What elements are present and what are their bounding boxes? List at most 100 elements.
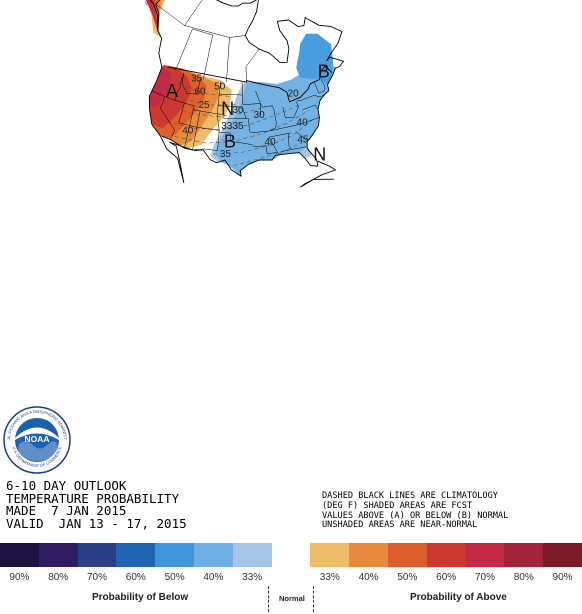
note-line-1: DASHED BLACK LINES ARE CLIMATOLOGY — [322, 491, 498, 501]
state-line-13 — [282, 101, 299, 118]
legend-color-bar — [0, 543, 582, 567]
state-line-21 — [175, 28, 193, 71]
region-label-central-normal: N — [221, 99, 234, 119]
contour-label: 50 — [214, 82, 226, 93]
region-label-west-above: A — [166, 81, 178, 101]
contour-line-5 — [162, 102, 265, 118]
contour-label: 40 — [297, 118, 309, 129]
state-line-7 — [203, 81, 221, 151]
legend-tick: 70% — [474, 572, 495, 583]
region-label-florida-normal: N — [313, 145, 326, 165]
legend-swatch-13 — [504, 543, 544, 567]
title-line-3: MADE 7 JAN 2015 — [6, 503, 127, 518]
state-line-18 — [295, 131, 308, 143]
state-line-9 — [218, 105, 247, 119]
contour-label: 35 — [191, 74, 203, 85]
contour-label: 35 — [220, 149, 232, 160]
legend-tick: 70% — [86, 572, 107, 583]
contour-label: 70 — [143, 0, 155, 2]
west-above-70 — [149, 66, 172, 108]
legend-swatch-3 — [116, 543, 156, 567]
state-line-2 — [181, 73, 201, 95]
legend-swatch-10 — [387, 543, 427, 567]
legend-tick: 40% — [358, 572, 379, 583]
contour-label: 60 — [194, 87, 206, 98]
note-line-3: VALUES ABOVE (A) OR BELOW (B) NORMAL — [322, 510, 509, 521]
state-line-25 — [155, 3, 230, 38]
title-line-2: TEMPERATURE PROBABILITY — [6, 490, 180, 506]
state-line-15 — [302, 104, 319, 110]
map-notes: DASHED BLACK LINES ARE CLIMATOLOGY (DEG … — [322, 491, 509, 531]
region-label-northeast-below: B — [318, 61, 330, 81]
outlook-map: AANBBN3340506070356050254030333530352045… — [143, 0, 344, 188]
legend-swatch-11 — [426, 543, 466, 567]
border-line-2 — [167, 65, 333, 103]
contour-line-7 — [174, 110, 309, 144]
state-line-19 — [291, 146, 307, 150]
alaska-above-33 — [147, 0, 166, 39]
title-line-4: VALID JAN 13 - 17, 2015 — [6, 515, 187, 531]
northeast-below-50 — [296, 33, 334, 85]
legend-tick: 50% — [164, 572, 185, 583]
contour-label: 25 — [199, 100, 211, 111]
alaska-above-40 — [148, 0, 163, 30]
contour-label: 33 — [221, 121, 233, 132]
state-line-27 — [192, 28, 213, 36]
legend-tick: 80% — [48, 572, 69, 583]
legend-separator-right — [313, 586, 314, 612]
legend-swatch-2 — [77, 543, 117, 567]
legend-normal-label: Normal — [279, 594, 305, 603]
legend-swatch-9 — [349, 543, 388, 567]
contour-label: 30 — [254, 110, 266, 121]
state-line-26 — [184, 0, 203, 26]
legend-swatch-6 — [232, 543, 272, 567]
legend-tick: 33% — [319, 572, 340, 583]
contour-label: 20 — [288, 89, 300, 100]
state-borders — [151, 0, 326, 155]
state-line-14 — [296, 93, 326, 103]
state-line-24 — [245, 48, 260, 83]
noaa-logo: NOAA NATIONAL OCEANIC AND ATMOSPHERIC AD… — [2, 405, 71, 474]
east-below-40 — [215, 60, 336, 177]
legend-swatch-12 — [465, 543, 505, 567]
border-line-4 — [300, 160, 336, 188]
legend-swatch-14 — [543, 543, 582, 567]
legend-tick: 40% — [203, 572, 224, 583]
legend-swatch-7 — [271, 543, 311, 567]
contour-label: 40 — [182, 126, 194, 137]
legend-tick: 60% — [125, 572, 146, 583]
contour-label: 45 — [297, 134, 309, 145]
border-line-1 — [155, 0, 161, 31]
legend-swatch-1 — [38, 543, 78, 567]
legend-separator-left — [268, 586, 269, 612]
state-line-5 — [184, 109, 194, 149]
region-label-south-below: B — [224, 131, 236, 151]
title-line-1: 6-10 DAY OUTLOOK — [6, 478, 127, 493]
legend-swatch-4 — [155, 543, 194, 567]
note-line-4: UNSHADED AREAS ARE NEAR-NORMAL — [322, 520, 478, 531]
legend-swatch-8 — [310, 543, 350, 567]
state-line-4 — [178, 103, 278, 155]
contour-label: 40 — [265, 137, 277, 148]
legend-below-label: Probability of Below — [92, 592, 189, 603]
state-line-11 — [255, 90, 261, 116]
legend-above-label: Probability of Above — [410, 592, 507, 603]
legend-tick: 50% — [397, 572, 418, 583]
legend-tick: 90% — [552, 572, 573, 583]
legend-tick: 33% — [242, 572, 263, 583]
outlook-title: 6-10 DAY OUTLOOK TEMPERATURE PROBABILITY… — [6, 478, 187, 531]
map-labels: AANBBN3340506070356050254030333530352045… — [143, 0, 330, 165]
legend-tick: 60% — [436, 572, 457, 583]
state-line-23 — [226, 35, 246, 83]
legend-tick: 80% — [513, 572, 534, 583]
state-line-22 — [203, 35, 213, 79]
state-line-20 — [314, 78, 326, 94]
legend-ticks: 90% 80% 70% 60% 50% 40% 33% 33% 40% 50% 60% 70% 80% 9… — [0, 572, 582, 586]
contour-line-6 — [167, 104, 300, 130]
noaa-logo-text: NOAA — [24, 434, 49, 444]
note-line-2: (DEG F) SHADED AREAS ARE FCST — [322, 500, 473, 511]
contour-line-4 — [164, 87, 239, 106]
state-line-1 — [160, 96, 175, 140]
contour-label: 30 — [232, 105, 244, 116]
state-line-6 — [192, 111, 201, 150]
